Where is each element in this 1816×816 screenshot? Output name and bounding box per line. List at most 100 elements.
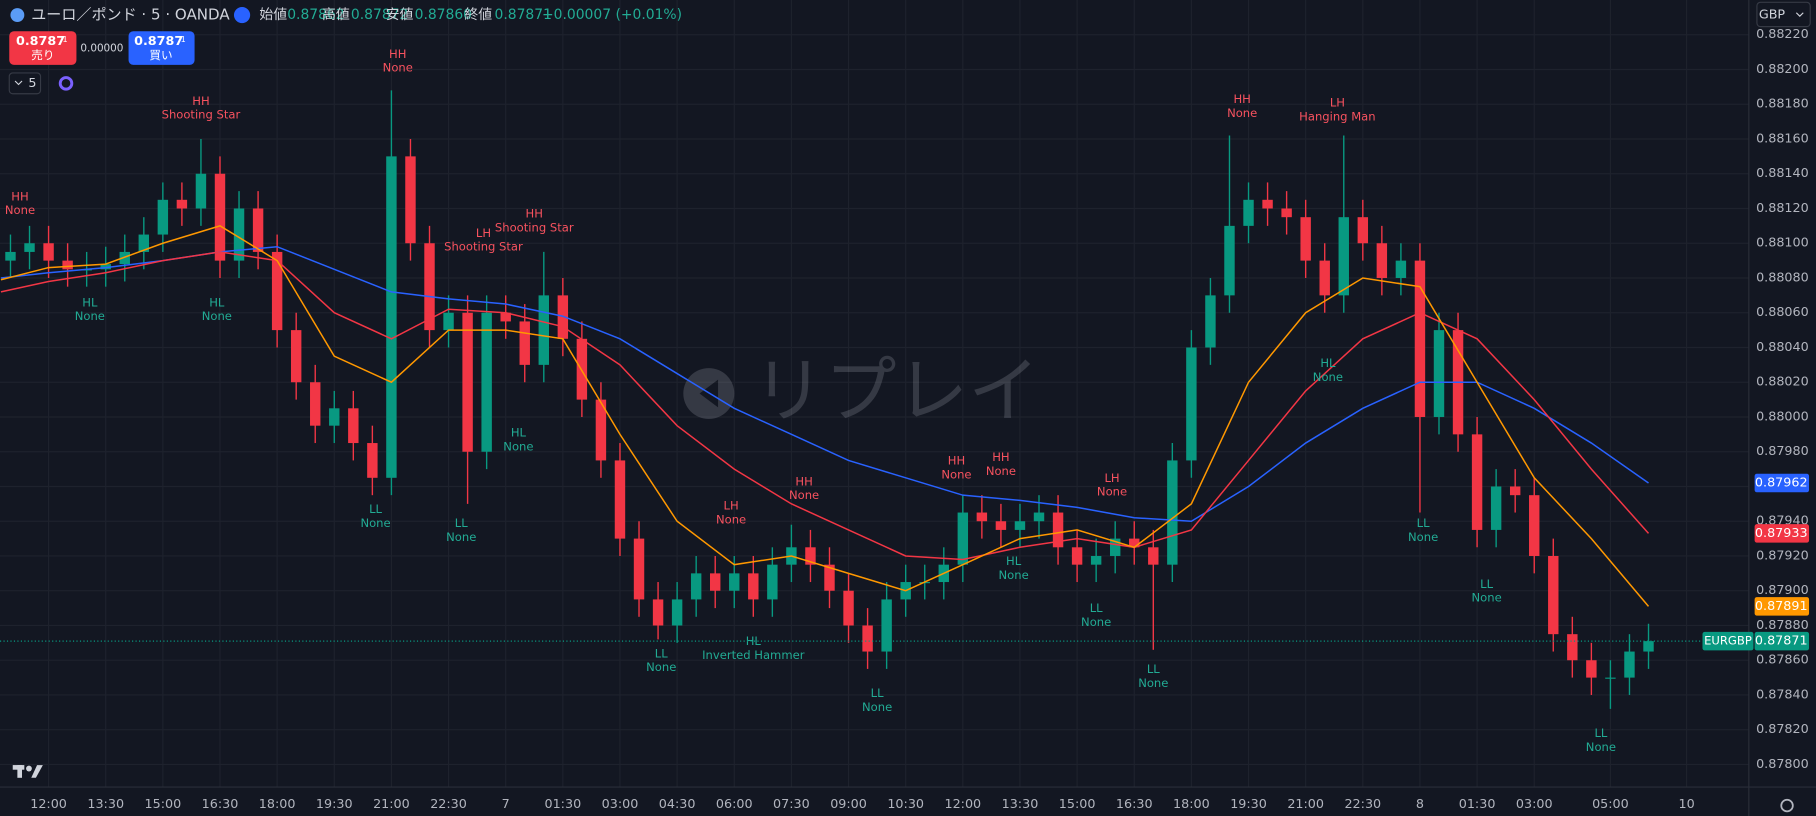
candle-body	[1129, 538, 1140, 548]
x-tick-label: 18:00	[259, 797, 296, 812]
moving-average-line	[0, 251, 1650, 561]
candle-body	[1262, 199, 1273, 209]
pattern-label-line: HH	[948, 453, 965, 467]
candle-body	[1148, 547, 1159, 565]
candle-body	[862, 625, 873, 652]
pattern-label-line: None	[446, 529, 476, 543]
pattern-label: HL None	[202, 295, 232, 323]
candle-body	[824, 564, 835, 591]
candle-body	[1414, 260, 1426, 417]
x-tick-label: 13:30	[87, 797, 124, 812]
logo-slash	[31, 765, 43, 778]
x-tick-label: 09:00	[830, 797, 867, 812]
y-tick-label: 0.88020	[1756, 375, 1809, 390]
candle-body	[1052, 512, 1064, 548]
x-tick-label: 07:30	[773, 797, 810, 812]
close-label: 終値	[464, 7, 492, 23]
pattern-label: LH Shooting Star	[444, 225, 523, 253]
pattern-label-line: LL	[1594, 726, 1607, 740]
y-tick-label: 0.87840	[1756, 687, 1809, 702]
x-tick-label: 22:30	[430, 797, 467, 812]
pattern-label-line: LL	[1417, 515, 1430, 529]
sync-icon[interactable]	[58, 76, 74, 91]
pattern-label-line: None	[360, 515, 390, 529]
pattern-label: HL None	[1313, 356, 1343, 384]
x-tick-label: 19:30	[316, 797, 353, 812]
y-tick-label: 0.88040	[1756, 340, 1809, 355]
x-tick-label: 15:00	[1059, 797, 1096, 812]
candle-body	[729, 573, 740, 591]
buy-pip: 1	[181, 34, 186, 44]
currency-chevron	[1795, 12, 1804, 18]
interval-button[interactable]	[8, 72, 42, 95]
symbol-icon	[10, 8, 25, 22]
candle-body	[62, 260, 73, 270]
candle-body	[1071, 547, 1083, 565]
pattern-label-line: None	[1138, 675, 1168, 689]
pattern-label-line: None	[941, 467, 971, 481]
symbol-tag-label: EURGBP	[1704, 634, 1752, 648]
candle-body	[348, 408, 359, 444]
low-value: 0.87860	[415, 7, 472, 23]
sell-button[interactable]	[9, 31, 77, 65]
candle-body	[138, 234, 150, 252]
pattern-label-line: None	[383, 60, 413, 74]
candle-body	[1224, 225, 1235, 296]
pattern-label-line: None	[1313, 370, 1343, 384]
spread: 0.00000	[80, 43, 123, 55]
price-tag	[1754, 524, 1810, 543]
x-tick-label: 8	[1416, 797, 1424, 812]
logo	[12, 765, 43, 778]
pattern-label-line: LH	[476, 225, 491, 239]
candle-body	[481, 312, 492, 452]
price-tag	[1754, 473, 1810, 493]
x-tick-label: 19:30	[1230, 797, 1267, 812]
candle-body	[671, 599, 683, 626]
pattern-label: LH None	[716, 498, 746, 526]
change: +0.00007 (+0.01%)	[542, 7, 682, 23]
x-tick-label: 15:00	[145, 797, 182, 812]
x-tick-label: 03:00	[1516, 797, 1553, 812]
x-tick-label: 12:00	[944, 797, 981, 812]
candle-body	[1014, 521, 1026, 530]
candle-body	[157, 199, 169, 235]
pattern-label-line: HL	[82, 295, 98, 309]
pattern-label-line: LL	[369, 502, 382, 516]
candle-body	[1109, 538, 1121, 556]
candle-body	[443, 312, 454, 331]
pattern-label-line: None	[716, 512, 746, 526]
pattern-label-line: HL	[746, 634, 762, 648]
close-value: 0.87871	[495, 7, 552, 23]
candle-body	[1376, 243, 1388, 278]
watermark-text: リプレイ	[753, 348, 1040, 432]
price-tag-label: 0.87933	[1755, 526, 1808, 541]
moving-average-line	[0, 245, 1649, 522]
candle-body	[1300, 217, 1311, 261]
pattern-label: LL None	[1472, 576, 1502, 604]
candle-body	[1186, 347, 1197, 461]
y-tick-label: 0.87880	[1756, 618, 1809, 633]
candle-body	[195, 173, 207, 209]
candle-body	[424, 243, 435, 331]
buy-button[interactable]	[128, 31, 195, 65]
sell-label: 売り	[31, 48, 54, 62]
pattern-label-line: None	[999, 568, 1029, 582]
y-tick-label: 0.88140	[1756, 166, 1809, 181]
candle-body	[652, 599, 664, 626]
y-tick-label: 0.88000	[1756, 409, 1809, 424]
candle-body	[595, 399, 607, 461]
replay-button[interactable]	[233, 6, 251, 24]
candle-body	[1281, 208, 1292, 218]
y-tick-label: 0.87980	[1756, 444, 1809, 459]
pattern-label-line: LH	[1330, 95, 1345, 109]
settings-icon[interactable]	[1780, 798, 1794, 813]
high-label: 高値	[322, 6, 350, 23]
currency-button[interactable]	[1756, 1, 1811, 28]
pattern-label: HH None	[1227, 92, 1257, 120]
logo-stem	[17, 765, 23, 778]
price-tag	[1754, 597, 1810, 616]
pattern-label: HL Inverted Hammer	[702, 634, 805, 662]
pattern-label-line: Hanging Man	[1299, 109, 1375, 123]
candle-body	[119, 251, 130, 265]
